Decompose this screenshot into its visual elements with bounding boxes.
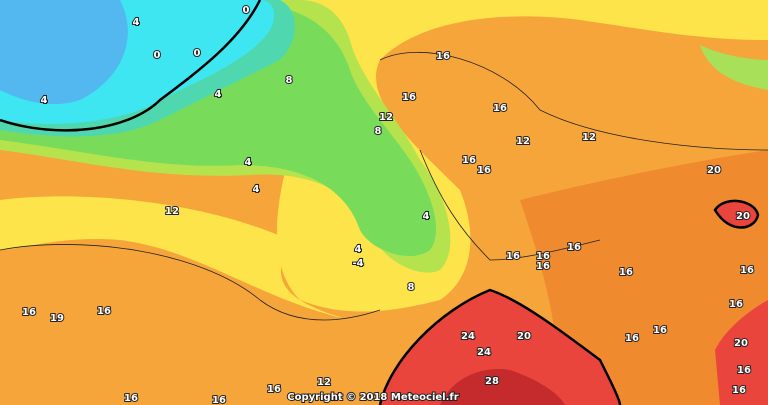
orange-east — [520, 150, 768, 405]
contour-label: 16 — [729, 299, 743, 310]
contour-label: 20 — [734, 338, 748, 349]
contour-label: 16 — [402, 92, 416, 103]
contour-label: 16 — [462, 155, 476, 166]
contour-label: 24 — [477, 347, 491, 358]
contour-label: 4 — [245, 157, 252, 168]
contour-label: 16 — [477, 165, 491, 176]
contour-label: 28 — [485, 376, 499, 387]
red-se — [715, 300, 768, 405]
contour-label: 16 — [22, 307, 36, 318]
contour-label: 20 — [707, 165, 721, 176]
red — [380, 290, 620, 405]
contour-label: 16 — [124, 393, 138, 404]
contour-label: 0 — [194, 48, 201, 59]
contour-label: 16 — [740, 265, 754, 276]
contour-label: 4 — [133, 17, 140, 28]
contour-label: 4 — [423, 211, 430, 222]
contour-label: 24 — [461, 331, 475, 342]
contour-label: -4 — [352, 258, 363, 269]
contour-label: 12 — [582, 132, 596, 143]
contour-label: 16 — [732, 385, 746, 396]
dark-red — [440, 369, 565, 405]
green-ne — [700, 45, 768, 90]
contour-label: 16 — [212, 395, 226, 405]
contour-label: 4 — [215, 89, 222, 100]
contour-line — [0, 0, 262, 132]
contour-label: 16 — [493, 103, 507, 114]
contour-label: 4 — [355, 244, 362, 255]
contour-line — [713, 199, 760, 229]
contour-label: 0 — [243, 5, 250, 16]
contour-label: 19 — [50, 313, 64, 324]
contour-label: 16 — [625, 333, 639, 344]
contour-label: 8 — [375, 126, 382, 137]
contour-label: 16 — [619, 267, 633, 278]
contour-line — [378, 288, 622, 405]
contour-label: 16 — [436, 51, 450, 62]
contour-label: 16 — [506, 251, 520, 262]
contour-label: 16 — [97, 306, 111, 317]
contour-label: 20 — [736, 211, 750, 222]
contour-label: 8 — [286, 75, 293, 86]
contour-label: 16 — [536, 251, 550, 262]
contour-label: 16 — [267, 384, 281, 395]
copyright: Copyright © 2018 Meteociel.fr — [287, 392, 458, 403]
contour-label: 16 — [653, 325, 667, 336]
contour-label: 12 — [379, 112, 393, 123]
contour-label: 20 — [517, 331, 531, 342]
contour-label: 8 — [408, 282, 415, 293]
contour-label: 4 — [253, 184, 260, 195]
contour-label: 16 — [536, 261, 550, 272]
contour-label: 4 — [41, 95, 48, 106]
coastline — [0, 52, 768, 321]
contour-label: 12 — [317, 377, 331, 388]
contour-label: 16 — [567, 242, 581, 253]
contour-label: 0 — [154, 50, 161, 61]
contour-label: 12 — [516, 136, 530, 147]
contour-label: 12 — [165, 206, 179, 217]
blue — [0, 0, 128, 105]
yellow-west — [0, 196, 350, 320]
contour-label: 16 — [737, 365, 751, 376]
